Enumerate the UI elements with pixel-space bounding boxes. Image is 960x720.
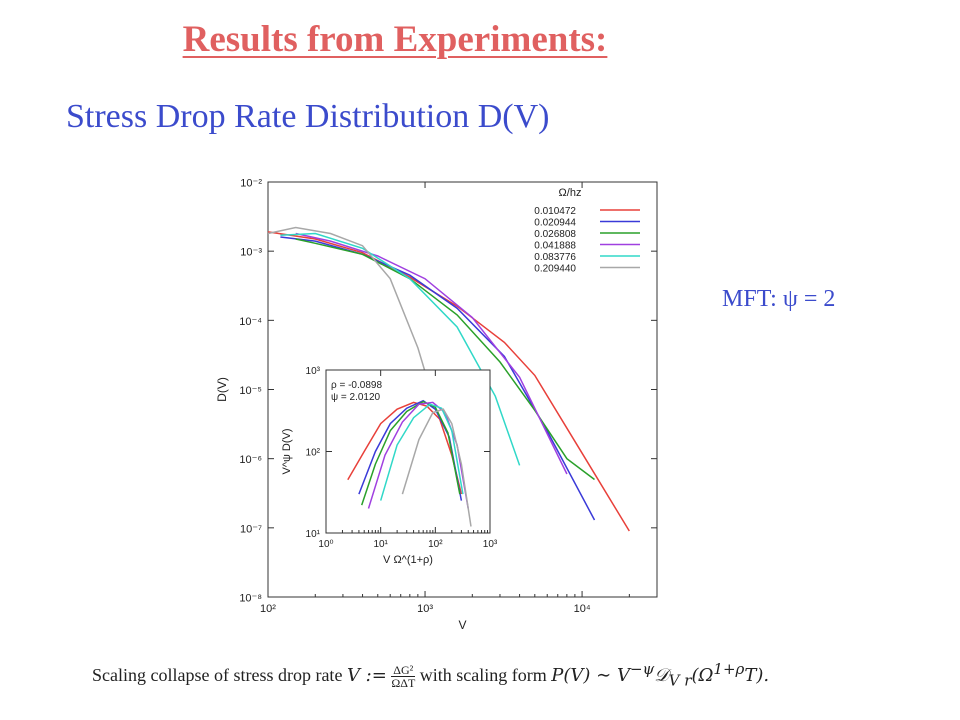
inset-series-0-083776 [379, 403, 464, 501]
inset-series-0-209440 [401, 408, 472, 527]
inset-ytick-label: 10² [306, 448, 321, 459]
caption-formula-v: V := [346, 665, 387, 686]
mft-note: MFT: ψ = 2 [722, 286, 836, 312]
main-ytick-label: 10⁻⁴ [239, 316, 262, 328]
main-xtick-label: 10³ [417, 603, 433, 615]
main-series-0-041888 [295, 232, 568, 475]
inset-frame [325, 369, 491, 534]
inset-ylabel: V^ψ D(V) [281, 428, 293, 474]
inset-ytick-label: 10¹ [306, 529, 321, 540]
main-ytick-label: 10⁻⁸ [239, 593, 262, 605]
legend-title: Ω/hz [559, 187, 582, 199]
inset-xlabel: V Ω^(1+ρ) [383, 554, 433, 566]
main-ytick-label: 10⁻⁵ [239, 385, 262, 397]
main-ytick-label: 10⁻² [240, 178, 262, 190]
main-xlabel: V [458, 618, 466, 632]
inset-xtick-label: 10³ [483, 539, 498, 550]
caption-prefix: Scaling collapse of stress drop rate [92, 665, 343, 685]
inset-xtick-label: 10¹ [373, 539, 388, 550]
figure-caption: Scaling collapse of stress drop rate V :… [92, 660, 952, 690]
inset-xtick-label: 10² [428, 539, 443, 550]
main-ytick-label: 10⁻³ [240, 247, 262, 259]
main-legend: Ω/hz 0.0104720.0209440.0268080.0418880.08… [534, 187, 640, 275]
slide-subtitle: Stress Drop Rate Distribution D(V) [66, 98, 550, 135]
inset-annotation: ψ = 2.0120 [331, 392, 381, 403]
inset-annotation: ρ = -0.0898 [331, 380, 382, 391]
main-series-0-010472 [267, 231, 630, 532]
caption-fraction: ΔG² ΩΔT [391, 663, 416, 691]
main-ylabel: D(V) [215, 377, 229, 402]
legend-label: 0.026808 [534, 229, 576, 240]
inset-series-0-010472 [347, 401, 463, 495]
legend-label: 0.020944 [534, 218, 576, 229]
main-series-0-083776 [280, 232, 521, 466]
inset-ytick-label: 10³ [306, 366, 321, 377]
inset-xtick-label: 10⁰ [318, 539, 333, 550]
main-ytick-label: 10⁻⁷ [240, 523, 262, 535]
legend-label: 0.010472 [534, 206, 576, 217]
figure: 10² 10³ 10⁴ 10⁻² 10⁻³ 10⁻⁴ 10⁻⁵ 10⁻⁶ 10⁻⁷ 10⁻⁸ V D(… [215, 178, 658, 632]
legend-label: 0.041888 [534, 241, 576, 252]
main-ytick-label: 10⁻⁶ [239, 454, 262, 466]
legend-label: 0.083776 [534, 252, 576, 263]
legend-label: 0.209440 [534, 264, 576, 275]
main-series-0-026808 [295, 238, 595, 481]
main-xtick-label: 10² [260, 603, 276, 615]
slide-title: Results from Experiments: [182, 19, 608, 60]
caption-formula-p: P(V) ∼ V−ψ𝒟V r(Ω1+ρT). [551, 660, 770, 690]
main-xtick-label: 10⁴ [574, 603, 591, 615]
caption-middle: with scaling form [419, 665, 547, 685]
inset-series-0-026808 [360, 400, 461, 506]
